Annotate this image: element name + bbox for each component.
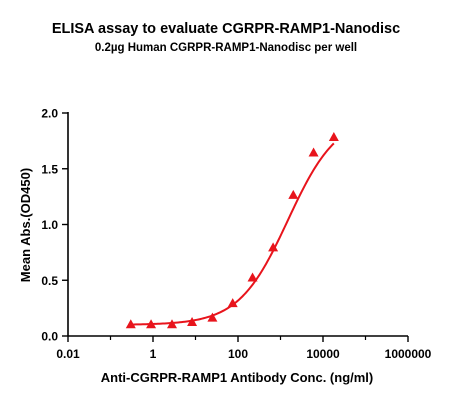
data-point [268,242,279,252]
y-tick-label: 2.0 [41,107,58,121]
data-point [247,272,258,282]
data-point [146,319,157,329]
chart-subtitle: 0.2µg Human CGRPR-RAMP1-Nanodisc per wel… [95,42,357,54]
x-tick-label: 100 [228,347,248,361]
y-tick-label: 1.5 [41,162,58,176]
x-tick-label: 0.01 [56,347,80,361]
x-axis-label: Anti-CGRPR-RAMP1 Antibody Conc. (ng/ml) [101,370,374,385]
data-point [167,319,177,329]
y-tick-label: 1.0 [41,218,58,232]
data-point [187,317,198,327]
data-point [308,147,319,157]
fit-curve [130,142,335,326]
y-ticks: 0.0 0.5 1.0 1.5 2.0 [41,107,68,344]
x-tick-label: 10000 [306,347,340,361]
x-tick-label: 1000000 [385,347,432,361]
chart-title: ELISA assay to evaluate CGRPR-RAMP1-Nano… [52,21,400,37]
data-point [288,189,299,199]
data-point [328,131,339,141]
y-axis-label: Mean Abs.(OD450) [18,168,33,282]
data-point [125,319,136,329]
y-tick-label: 0.0 [41,330,58,344]
data-point [207,312,218,322]
data-point [227,298,238,308]
axes [67,112,408,337]
y-tick-label: 0.5 [41,274,58,288]
x-tick-label: 1 [150,347,157,361]
data-points [125,131,339,329]
x-ticks: 0.01 1 100 10000 1000000 [56,336,432,361]
